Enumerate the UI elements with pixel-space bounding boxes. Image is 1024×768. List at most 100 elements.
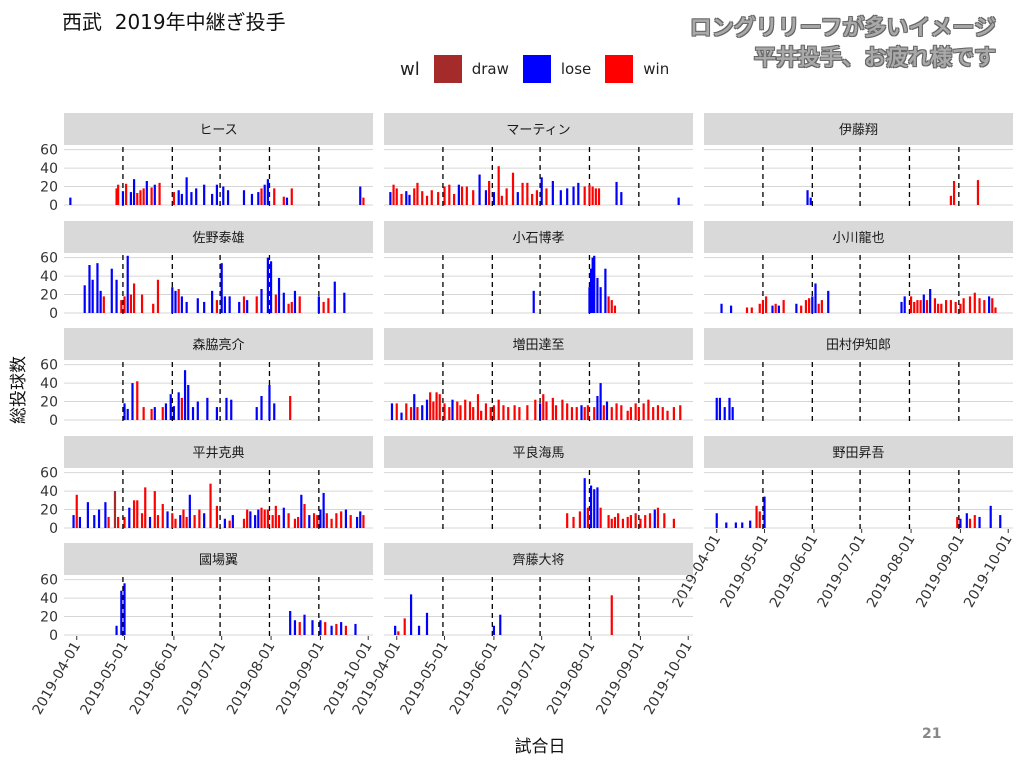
bar-lose — [359, 186, 362, 205]
bar-lose — [903, 296, 906, 313]
bar-lose — [478, 174, 481, 205]
bar-win — [123, 296, 126, 313]
bar-lose — [215, 184, 219, 205]
bar-lose — [653, 509, 656, 528]
bar-win — [545, 401, 548, 420]
bar-lose — [319, 620, 322, 635]
bar-win — [607, 515, 610, 528]
bar-lose — [282, 507, 285, 528]
bar-win — [158, 182, 161, 205]
bar-lose — [333, 281, 336, 313]
bar-win — [919, 300, 922, 313]
bar-win — [572, 516, 575, 528]
bar-win — [403, 618, 406, 635]
bar-lose — [999, 515, 1002, 528]
bar-lose — [734, 522, 737, 528]
bar-win — [973, 292, 976, 313]
bar-lose — [195, 188, 198, 205]
bar-lose — [308, 515, 311, 528]
legend-label-draw: draw — [471, 60, 509, 78]
bar-win — [152, 303, 155, 313]
legend-item-draw: draw — [433, 55, 509, 83]
bar-lose — [492, 192, 496, 205]
bar-win — [161, 407, 164, 420]
bar-win — [102, 296, 105, 313]
bar-win — [185, 516, 188, 528]
bar-win — [289, 396, 292, 420]
bar-win — [484, 403, 488, 420]
bar-lose — [203, 301, 206, 313]
bar-lose — [99, 290, 102, 313]
bar-lose — [359, 511, 362, 528]
bar-win — [954, 301, 957, 313]
bar-lose — [285, 197, 289, 205]
bar-lose — [484, 190, 488, 205]
bar-lose — [86, 502, 89, 528]
page-title: 西武 2019年中継ぎ投手 — [62, 10, 286, 34]
bar-lose — [196, 401, 199, 420]
bar-win — [976, 180, 980, 205]
facet-strip — [64, 543, 373, 575]
bar-win — [335, 513, 338, 528]
bar-lose — [242, 190, 246, 205]
bar-lose — [226, 190, 230, 205]
bar-win — [120, 300, 123, 313]
bar-win — [452, 193, 456, 205]
bar-lose — [551, 181, 554, 205]
bar-win — [228, 520, 231, 528]
facet-strip — [384, 543, 693, 575]
bar-lose — [572, 186, 575, 205]
bar-lose — [806, 190, 809, 205]
bar-lose — [408, 194, 411, 205]
bar-lose — [725, 522, 728, 528]
bar-win — [468, 401, 472, 420]
bar-win — [804, 300, 808, 313]
bar-lose — [153, 184, 156, 205]
bar-win — [448, 184, 451, 205]
bar-win — [500, 195, 503, 205]
bar-win — [648, 513, 652, 528]
bar-lose — [282, 292, 285, 313]
bar-win — [663, 513, 666, 528]
bar-lose — [343, 292, 346, 313]
bar-win — [621, 518, 625, 528]
bar-lose — [405, 191, 408, 205]
bar-win — [758, 511, 761, 528]
y-tick-label: 60 — [40, 573, 58, 589]
legend-item-win: win — [605, 55, 669, 83]
bar-win — [140, 513, 144, 528]
bar-lose — [596, 396, 599, 420]
bar-lose — [344, 509, 348, 528]
bar-lose — [187, 384, 190, 420]
bar-lose — [172, 406, 176, 420]
bar-win — [75, 494, 78, 528]
x-tick-label: 2019-08-01 — [544, 639, 599, 717]
bar-lose — [164, 403, 168, 420]
bar-win — [409, 407, 413, 420]
bar-win — [591, 186, 594, 205]
bar-win — [312, 513, 316, 528]
bar-lose — [123, 403, 126, 420]
bar-lose — [731, 407, 734, 420]
x-tick-label: 2019-08-01 — [224, 639, 279, 717]
facet-strip — [384, 436, 693, 468]
bar-lose — [811, 296, 814, 313]
bar-lose — [827, 290, 830, 313]
bar-win — [140, 294, 144, 313]
bar-win — [438, 394, 441, 420]
bar-win — [395, 403, 398, 420]
bar-win — [994, 307, 997, 313]
bar-lose — [203, 513, 206, 528]
bar-lose — [749, 520, 752, 528]
bar-lose — [257, 192, 260, 205]
bar-lose — [153, 407, 156, 420]
bar-lose — [250, 193, 254, 205]
bar-win — [327, 298, 330, 313]
bar-lose — [131, 383, 134, 420]
bar-lose — [538, 403, 542, 420]
bar-lose — [96, 263, 99, 313]
bar-lose — [583, 478, 586, 528]
bar-win — [521, 182, 524, 205]
bar-win — [298, 296, 301, 313]
bar-lose — [599, 383, 602, 420]
